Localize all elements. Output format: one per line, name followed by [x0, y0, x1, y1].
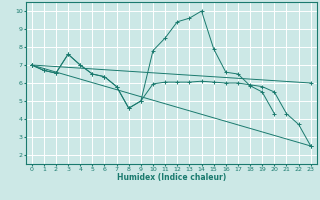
X-axis label: Humidex (Indice chaleur): Humidex (Indice chaleur)	[116, 173, 226, 182]
